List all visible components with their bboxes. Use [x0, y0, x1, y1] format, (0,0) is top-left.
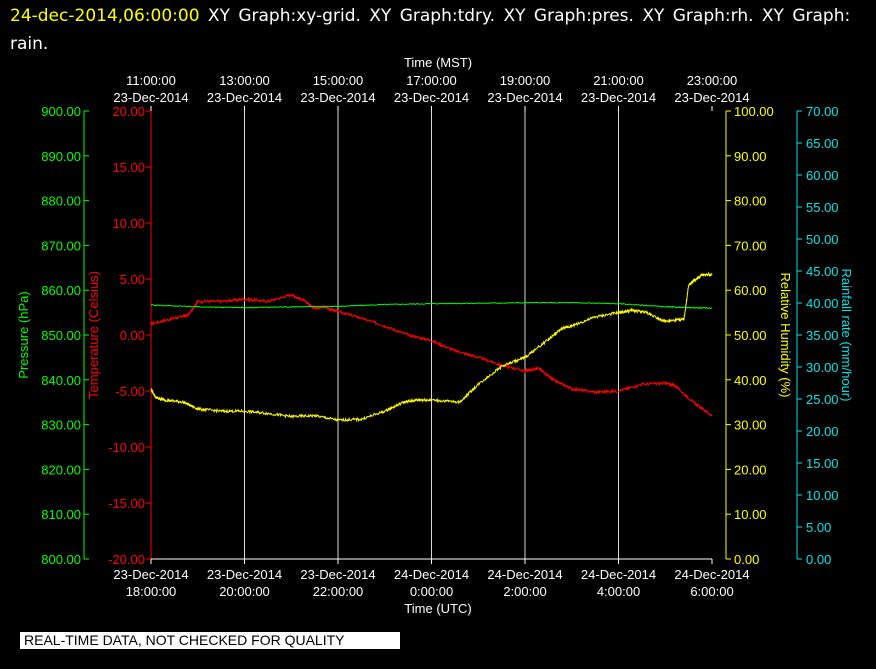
temperature-tick-label: -10.00 — [108, 440, 145, 455]
pressure-tick-label: 850.00 — [41, 328, 81, 343]
top-tick-date: 23-Dec-2014 — [581, 90, 656, 105]
temperature-tick-label: 5.00 — [120, 272, 145, 287]
temperature-axis-title: Temperature (Celsius) — [86, 271, 101, 399]
bottom-tick-time: 4:00:00 — [597, 584, 640, 599]
top-tick-time: 15:00:00 — [313, 73, 364, 88]
top-tick-time: 17:00:00 — [406, 73, 457, 88]
bottom-tick-time: 20:00:00 — [219, 584, 270, 599]
rain-tick-label: 5.00 — [806, 520, 831, 535]
pressure-tick-label: 840.00 — [41, 373, 81, 388]
rain-tick-label: 35.00 — [806, 328, 839, 343]
temperature-tick-label: 10.00 — [112, 216, 145, 231]
pressure-tick-label: 860.00 — [41, 283, 81, 298]
bottom-axis-title: Time (UTC) — [404, 601, 471, 616]
humidity-tick-label: 30.00 — [734, 418, 767, 433]
bottom-tick-time: 22:00:00 — [313, 584, 364, 599]
bottom-tick-time: 2:00:00 — [503, 584, 546, 599]
top-tick-time: 23:00:00 — [687, 73, 738, 88]
pressure-tick-label: 890.00 — [41, 149, 81, 164]
top-tick-time: 11:00:00 — [126, 73, 176, 88]
header-graph-list: XY Graph:xy-grid. XY Graph:tdry. XY Grap… — [10, 6, 851, 54]
humidity-tick-label: 20.00 — [734, 462, 767, 477]
rain-tick-label: 15.00 — [806, 456, 839, 471]
bottom-tick-date: 24-Dec-2014 — [581, 567, 656, 582]
pressure-tick-label: 870.00 — [41, 238, 81, 253]
humidity-tick-label: 0.00 — [734, 552, 759, 567]
rain-tick-label: 40.00 — [806, 296, 839, 311]
temperature-series-line — [150, 292, 712, 417]
pressure-tick-label: 810.00 — [41, 507, 81, 522]
top-tick-date: 23-Dec-2014 — [674, 90, 749, 105]
humidity-tick-label: 80.00 — [734, 194, 767, 209]
humidity-tick-label: 50.00 — [734, 328, 767, 343]
humidity-series-line — [150, 271, 713, 423]
humidity-tick-label: 40.00 — [734, 373, 767, 388]
temperature-tick-label: 0.00 — [120, 328, 145, 343]
top-tick-date: 23-Dec-2014 — [394, 90, 469, 105]
header-title: 24-dec-2014,06:00:00 XY Graph:xy-grid. X… — [10, 2, 860, 58]
bottom-tick-date: 24-Dec-2014 — [674, 567, 749, 582]
humidity-tick-label: 70.00 — [734, 238, 767, 253]
top-tick-date: 23-Dec-2014 — [300, 90, 375, 105]
pressure-tick-label: 820.00 — [41, 462, 81, 477]
top-tick-time: 21:00:00 — [593, 73, 644, 88]
quality-banner: REAL-TIME DATA, NOT CHECKED FOR QUALITY — [20, 632, 400, 649]
pressure-series-line — [150, 301, 713, 310]
bottom-tick-date: 24-Dec-2014 — [487, 567, 562, 582]
temperature-tick-label: 20.00 — [112, 104, 145, 119]
top-tick-date: 23-Dec-2014 — [207, 90, 282, 105]
humidity-tick-label: 60.00 — [734, 283, 767, 298]
rain-tick-label: 20.00 — [806, 424, 839, 439]
bottom-tick-date: 23-Dec-2014 — [300, 567, 375, 582]
header-timestamp: 24-dec-2014,06:00:00 — [10, 6, 200, 26]
humidity-axis-title: Relative Humidity (%) — [778, 273, 793, 398]
bottom-tick-date: 24-Dec-2014 — [394, 567, 469, 582]
bottom-tick-time: 6:00:00 — [690, 584, 733, 599]
rain-tick-label: 0.00 — [806, 552, 831, 567]
bottom-tick-time: 0:00:00 — [410, 584, 453, 599]
temperature-tick-label: -20.00 — [108, 552, 145, 567]
axes: 23-Dec-2014 18:00:00 11:00:00 23-Dec-2014 23… — [16, 55, 854, 616]
rain-tick-label: 45.00 — [806, 264, 839, 279]
rain-tick-label: 50.00 — [806, 232, 839, 247]
temperature-tick-label: 15.00 — [112, 160, 145, 175]
top-tick-date: 23-Dec-2014 — [487, 90, 562, 105]
humidity-tick-label: 90.00 — [734, 149, 767, 164]
bottom-tick-date: 23-Dec-2014 — [207, 567, 282, 582]
top-tick-time: 19:00:00 — [500, 73, 551, 88]
rain-tick-label: 30.00 — [806, 360, 839, 375]
pressure-tick-label: 800.00 — [41, 552, 81, 567]
rain-tick-label: 55.00 — [806, 200, 839, 215]
rain-tick-label: 65.00 — [806, 136, 839, 151]
data-series — [150, 271, 713, 423]
top-axis-title: Time (MST) — [404, 55, 472, 70]
rain-tick-label: 60.00 — [806, 168, 839, 183]
pressure-tick-label: 900.00 — [41, 104, 81, 119]
rain-tick-label: 70.00 — [806, 104, 839, 119]
grid-lines — [244, 111, 619, 559]
pressure-axis-title: Pressure (hPa) — [16, 291, 31, 378]
rain-axis-title: Rainfall rate (mm/hour) — [839, 269, 854, 402]
humidity-tick-label: 10.00 — [734, 507, 767, 522]
bottom-tick-date: 23-Dec-2014 — [113, 567, 188, 582]
top-tick-time: 13:00:00 — [219, 73, 270, 88]
pressure-tick-label: 880.00 — [41, 194, 81, 209]
bottom-tick-time: 18:00:00 — [126, 584, 177, 599]
temperature-tick-label: -15.00 — [108, 496, 145, 511]
rain-tick-label: 10.00 — [806, 488, 839, 503]
top-tick-date: 23-Dec-2014 — [113, 90, 188, 105]
rain-tick-label: 25.00 — [806, 392, 839, 407]
humidity-tick-label: 100.00 — [734, 104, 774, 119]
temperature-tick-label: -5.00 — [115, 384, 145, 399]
pressure-tick-label: 830.00 — [41, 418, 81, 433]
